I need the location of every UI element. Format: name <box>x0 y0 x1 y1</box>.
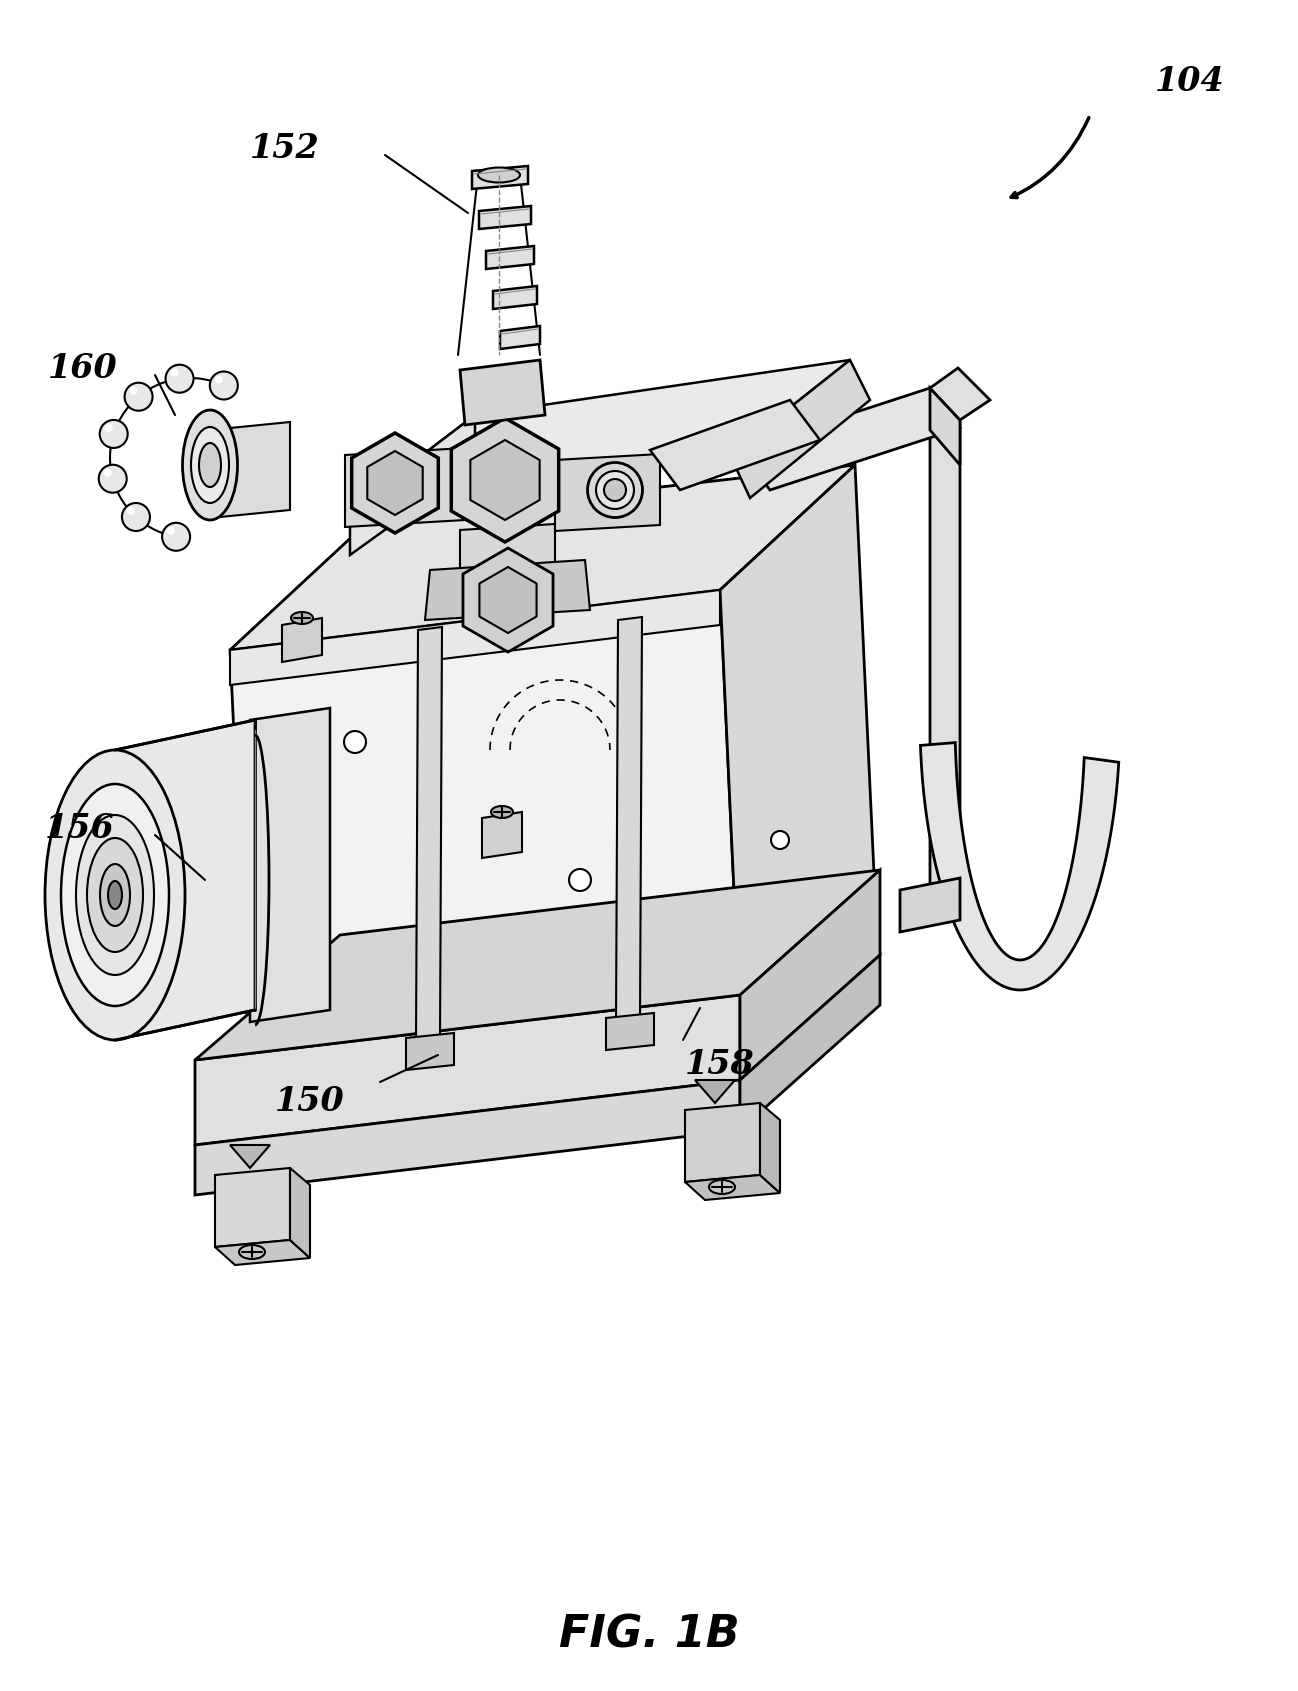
Ellipse shape <box>100 419 127 448</box>
Polygon shape <box>215 1240 310 1265</box>
Polygon shape <box>195 869 880 1060</box>
Polygon shape <box>452 418 558 543</box>
Polygon shape <box>929 387 961 465</box>
Polygon shape <box>500 326 540 348</box>
Ellipse shape <box>87 839 143 952</box>
Polygon shape <box>606 1013 654 1050</box>
Ellipse shape <box>199 443 221 487</box>
Polygon shape <box>729 360 870 499</box>
Polygon shape <box>251 709 330 1021</box>
Ellipse shape <box>214 375 223 384</box>
Polygon shape <box>459 360 545 424</box>
Polygon shape <box>289 1168 310 1258</box>
Ellipse shape <box>170 369 179 377</box>
Polygon shape <box>740 955 880 1130</box>
Ellipse shape <box>104 468 112 477</box>
Ellipse shape <box>162 523 190 551</box>
Polygon shape <box>230 590 720 685</box>
Polygon shape <box>350 360 850 511</box>
Text: 152: 152 <box>251 132 321 164</box>
Polygon shape <box>929 369 990 419</box>
Polygon shape <box>230 465 855 649</box>
Ellipse shape <box>709 1180 735 1194</box>
Ellipse shape <box>291 612 313 624</box>
Polygon shape <box>463 548 553 653</box>
Ellipse shape <box>100 864 130 927</box>
Ellipse shape <box>125 382 153 411</box>
Ellipse shape <box>127 507 135 516</box>
Text: 160: 160 <box>48 352 118 384</box>
Polygon shape <box>459 524 556 605</box>
Polygon shape <box>493 286 537 309</box>
Ellipse shape <box>45 751 186 1040</box>
Text: 150: 150 <box>275 1086 345 1118</box>
Polygon shape <box>350 414 475 555</box>
Polygon shape <box>617 617 643 1023</box>
Polygon shape <box>116 720 254 1040</box>
Ellipse shape <box>77 815 154 976</box>
Polygon shape <box>479 206 531 228</box>
Polygon shape <box>479 566 536 632</box>
Polygon shape <box>761 1103 780 1192</box>
Polygon shape <box>472 166 528 189</box>
Polygon shape <box>367 451 423 516</box>
Ellipse shape <box>344 731 366 752</box>
Ellipse shape <box>210 372 238 399</box>
Ellipse shape <box>588 463 643 517</box>
Polygon shape <box>345 448 465 528</box>
Ellipse shape <box>239 1245 265 1260</box>
Polygon shape <box>210 423 289 517</box>
Ellipse shape <box>191 428 228 502</box>
Polygon shape <box>482 812 522 857</box>
Polygon shape <box>720 465 875 1020</box>
Ellipse shape <box>99 465 127 492</box>
Polygon shape <box>230 465 855 649</box>
Ellipse shape <box>596 472 633 509</box>
Polygon shape <box>215 1168 289 1246</box>
Ellipse shape <box>105 424 113 431</box>
Polygon shape <box>230 1145 270 1168</box>
Polygon shape <box>685 1103 761 1182</box>
Ellipse shape <box>108 881 122 910</box>
Polygon shape <box>650 401 820 490</box>
Polygon shape <box>415 627 443 1043</box>
Polygon shape <box>485 245 533 269</box>
Polygon shape <box>352 433 439 533</box>
Polygon shape <box>424 560 591 621</box>
Polygon shape <box>195 994 740 1145</box>
Polygon shape <box>195 1081 740 1196</box>
Ellipse shape <box>183 409 238 521</box>
Polygon shape <box>740 387 961 490</box>
Text: 104: 104 <box>1155 64 1225 98</box>
Text: 158: 158 <box>685 1048 754 1081</box>
Polygon shape <box>230 590 740 1075</box>
Ellipse shape <box>130 387 138 394</box>
Text: FIG. 1B: FIG. 1B <box>558 1613 740 1657</box>
Polygon shape <box>929 418 961 911</box>
Polygon shape <box>406 1033 454 1070</box>
Ellipse shape <box>771 830 789 849</box>
Ellipse shape <box>569 869 591 891</box>
Polygon shape <box>900 878 961 932</box>
Ellipse shape <box>122 502 151 531</box>
Polygon shape <box>685 1175 780 1201</box>
Text: 156: 156 <box>45 812 116 844</box>
Ellipse shape <box>61 785 169 1006</box>
Ellipse shape <box>604 479 626 501</box>
Polygon shape <box>556 453 659 531</box>
Polygon shape <box>470 440 540 521</box>
Polygon shape <box>920 742 1119 989</box>
Polygon shape <box>740 869 880 1081</box>
Polygon shape <box>282 617 322 661</box>
Ellipse shape <box>491 807 513 818</box>
Ellipse shape <box>478 167 520 183</box>
Ellipse shape <box>166 365 193 392</box>
Ellipse shape <box>167 528 175 534</box>
Polygon shape <box>694 1081 735 1103</box>
